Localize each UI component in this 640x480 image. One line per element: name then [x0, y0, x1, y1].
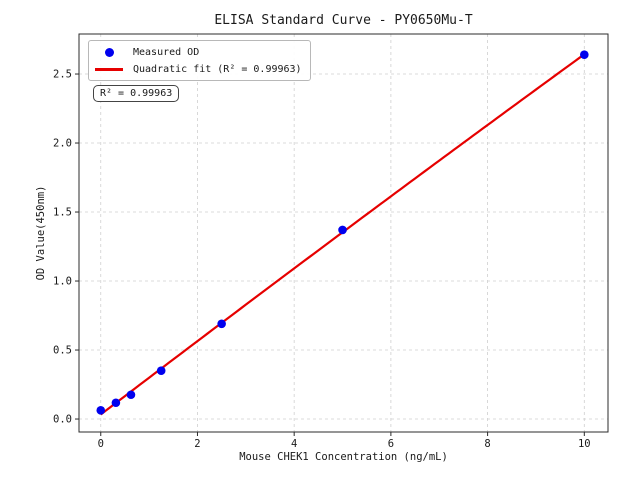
x-tick-label: 6 [388, 438, 394, 450]
x-axis-label: Mouse CHEK1 Concentration (ng/mL) [239, 451, 448, 463]
r-squared-annotation: R² = 0.99963 [93, 85, 180, 102]
quadratic-fit-line [100, 53, 585, 416]
x-tick-label: 0 [98, 438, 104, 450]
y-tick-label: 1.5 [53, 207, 72, 219]
line-swatch-icon [93, 67, 125, 71]
data-point [156, 366, 166, 376]
legend-label-measured-od: Measured OD [133, 46, 200, 58]
data-point [111, 398, 121, 408]
red-line-icon [95, 67, 123, 71]
legend-item-measured-od: Measured OD [93, 44, 302, 60]
data-point [338, 225, 347, 235]
y-tick-label: 0.0 [53, 414, 72, 426]
x-tick-label: 4 [291, 438, 297, 450]
x-tick-label: 10 [578, 438, 591, 450]
data-point [217, 319, 226, 329]
chart-title: ELISA Standard Curve - PY0650Mu-T [214, 13, 473, 28]
legend: Measured OD Quadratic fit (R² = 0.99963) [88, 40, 311, 81]
scatter-marker-icon [93, 47, 125, 57]
data-point [126, 390, 136, 400]
y-tick-label: 1.0 [53, 276, 72, 288]
data-point [580, 50, 589, 60]
x-tick-label: 2 [194, 438, 200, 450]
y-tick-label: 2.0 [53, 138, 72, 150]
y-axis-label: OD Value(450nm) [35, 185, 47, 281]
blue-dot-icon [104, 47, 114, 57]
y-tick-label: 2.5 [53, 69, 72, 81]
plot-border [78, 33, 609, 433]
x-tick-label: 8 [484, 438, 490, 450]
legend-label-quadratic-fit: Quadratic fit (R² = 0.99963) [133, 63, 302, 75]
data-point [96, 406, 106, 415]
y-tick-label: 0.5 [53, 345, 72, 357]
legend-item-quadratic-fit: Quadratic fit (R² = 0.99963) [93, 61, 302, 77]
